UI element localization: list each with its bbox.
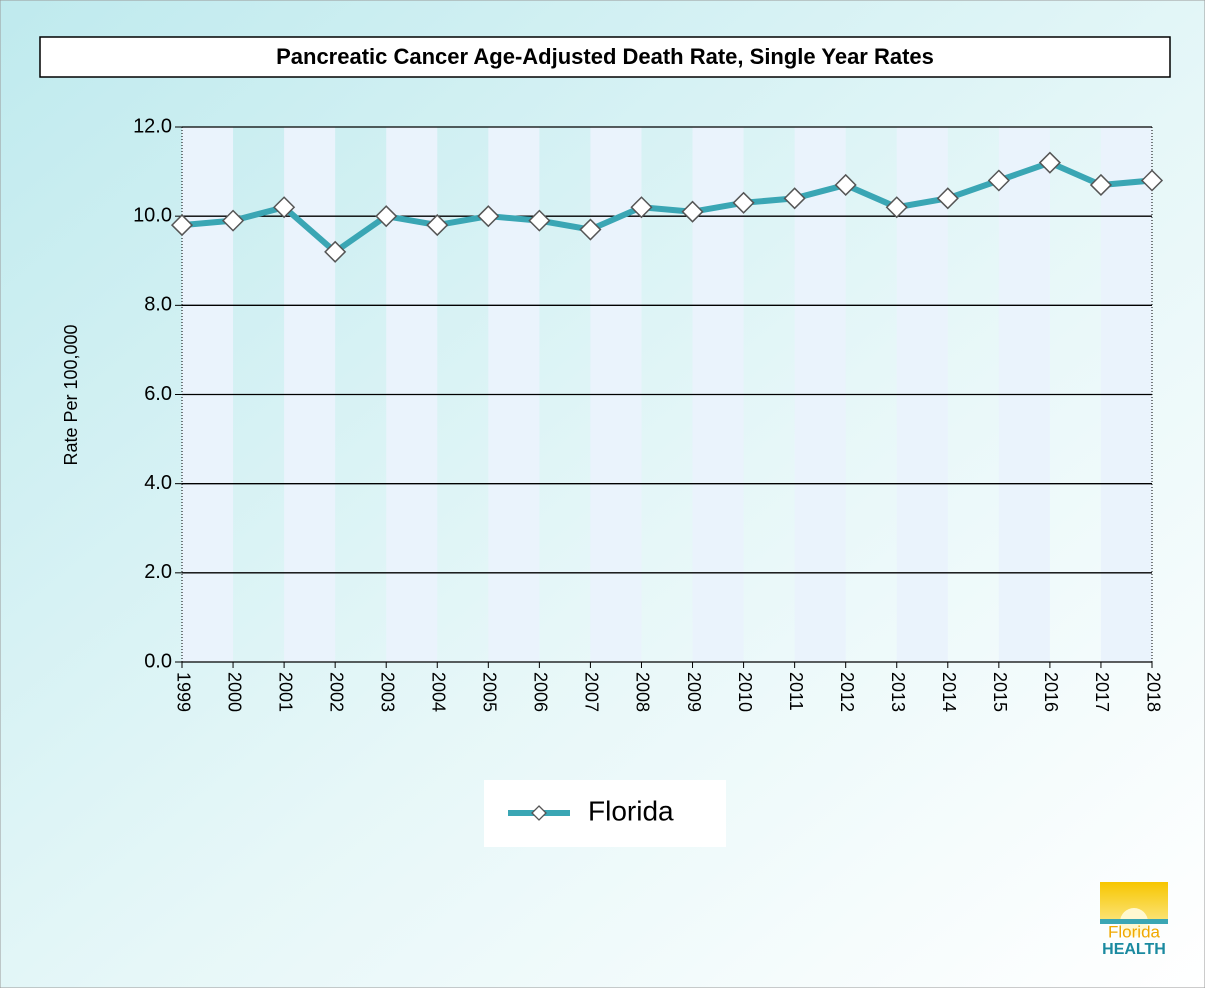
x-tick-label: 2003 [377, 672, 397, 712]
data-point [987, 169, 1010, 192]
x-tick-label: 2015 [990, 672, 1010, 712]
data-point [783, 187, 806, 210]
data-point [579, 218, 602, 241]
data-point [528, 209, 551, 232]
x-tick-label: 2012 [837, 672, 857, 712]
x-tick-label: 2011 [786, 672, 806, 711]
data-point [936, 187, 959, 210]
legend-marker [531, 805, 547, 821]
series-line [181, 159, 1153, 255]
x-tick-label: 2013 [888, 672, 908, 712]
x-tick-label: 2016 [1041, 672, 1061, 712]
y-tick-label: 0.0 [144, 650, 172, 672]
y-axis-title: Rate Per 100,000 [61, 324, 81, 465]
data-point [273, 196, 296, 219]
y-tick-label: 2.0 [144, 561, 172, 583]
title-box [39, 36, 1171, 78]
x-tick-label: 2000 [224, 672, 244, 712]
data-point [1089, 173, 1113, 197]
y-tick-label: 10.0 [133, 204, 172, 226]
y-tick-label: 8.0 [144, 294, 172, 316]
x-tick-label: 1999 [173, 672, 193, 712]
logo-wave [1100, 919, 1168, 924]
data-point [1140, 169, 1164, 192]
x-tick-label: 2014 [939, 672, 959, 712]
legend: Florida [508, 795, 674, 826]
plot-area: 0.0 2.0 4.0 6.0 8.0 10.0 12.0 1999 2000 2001 2002 2… [133, 115, 1163, 712]
y-tick-label: 4.0 [144, 472, 172, 494]
x-tick-label: 2010 [735, 672, 755, 712]
logo: Florida HEALTH [1100, 882, 1168, 958]
x-tick-label: 2017 [1092, 672, 1112, 712]
data-point [885, 196, 908, 219]
x-tick-label: 2007 [582, 672, 602, 712]
y-tick-label: 6.0 [144, 383, 172, 405]
data-point [681, 200, 704, 223]
data-point [324, 240, 347, 263]
x-tick-label: 2002 [326, 672, 346, 712]
x-tick-label: 2005 [480, 672, 500, 712]
logo-text: Florida [1108, 922, 1161, 941]
y-tick-label: 12.0 [133, 115, 172, 137]
legend-label: Florida [588, 795, 674, 826]
x-tick-label: 2006 [531, 672, 551, 712]
data-point [426, 214, 449, 237]
data-point [1038, 151, 1061, 174]
data-point [221, 209, 245, 232]
data-point [375, 205, 398, 228]
x-tick-label: 2008 [633, 672, 653, 712]
x-tick-label: 2004 [429, 672, 449, 712]
chart-title: Pancreatic Cancer Age-Adjusted Death Rat… [276, 44, 934, 69]
data-point [834, 173, 857, 197]
logo-text: HEALTH [1102, 941, 1166, 958]
data-point [732, 191, 755, 214]
data-point [477, 205, 500, 228]
x-tick-label: 2018 [1143, 672, 1163, 712]
data-point [170, 214, 194, 237]
x-tick-label: 2001 [275, 672, 295, 712]
data-point [630, 196, 653, 219]
x-tick-label: 2009 [684, 672, 704, 712]
